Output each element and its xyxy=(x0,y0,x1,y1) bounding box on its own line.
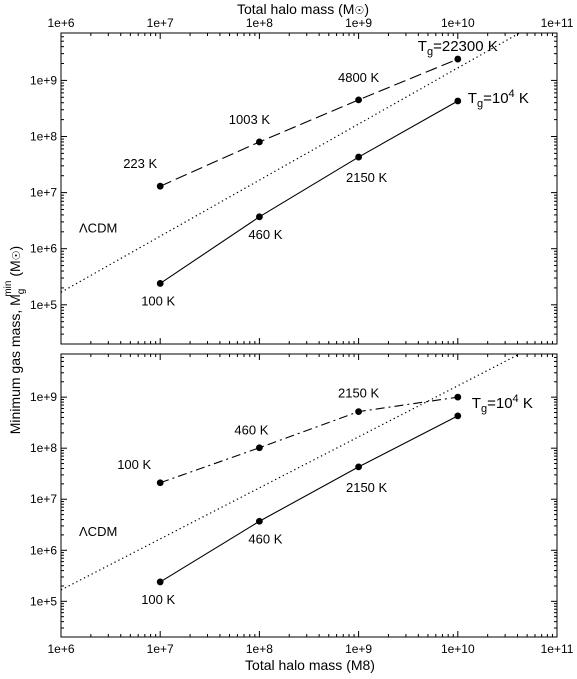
y-tick-label: 1e+5 xyxy=(30,298,57,312)
data-point xyxy=(156,182,164,190)
top-panel: 1e+6 1e+7 1e+8 1e+9 1e+10 1e+11 1e+5 1e+6 1e+7 1e… xyxy=(30,16,574,345)
x-tick-label: 1e+11 xyxy=(541,642,574,656)
data-point xyxy=(256,517,263,525)
temperature-label: 460 K xyxy=(234,423,268,438)
y-axis-title: Minimum gas mass, Mgmin (M☉) xyxy=(3,246,27,434)
bottom-plot-frame xyxy=(60,353,558,638)
x-tick-label: 1e+10 xyxy=(441,642,475,656)
top-axis-title: Total halo mass (M☉) xyxy=(237,1,369,17)
temperature-label: 460 K xyxy=(248,531,282,546)
data-point xyxy=(156,280,164,287)
temperature-label: 1003 K xyxy=(229,112,271,127)
data-point xyxy=(256,138,263,146)
data-point xyxy=(156,479,164,487)
data-point xyxy=(355,96,362,104)
bottom-series-dotted-line xyxy=(61,354,521,591)
x-tick-label: 1e+10 xyxy=(441,16,475,30)
y-tick-label: 1e+8 xyxy=(30,441,57,455)
y-tick-label: 1e+8 xyxy=(30,130,57,144)
data-point xyxy=(156,578,164,586)
temperature-label: 2150 K xyxy=(338,386,380,401)
y-tick-label: 1e+9 xyxy=(30,73,57,87)
bottom-series-solid-line xyxy=(159,415,459,583)
bottom-panel: 1e+6 1e+7 1e+8 1e+9 1e+10 1e+11 1e+5 1e+6 1e+7 1e… xyxy=(30,353,574,656)
top-series-solid-line xyxy=(159,100,459,284)
data-point xyxy=(454,412,462,420)
x-tick-label: 1e+8 xyxy=(246,642,273,656)
data-point xyxy=(454,97,462,105)
gas-temperature-label: Tg=104 K xyxy=(472,393,533,415)
temperature-label: 460 K xyxy=(248,227,282,242)
x-tick-label: 1e+6 xyxy=(47,16,74,30)
x-tick-label: 1e+11 xyxy=(541,16,574,30)
temperature-label: 100 K xyxy=(141,293,175,308)
temperature-label: 2150 K xyxy=(346,480,388,495)
top-series-dotted-line xyxy=(61,33,521,293)
y-tick-label: 1e+6 xyxy=(30,242,57,256)
x-tick-label: 1e+7 xyxy=(147,16,174,30)
top-plot-frame xyxy=(60,32,558,345)
data-point xyxy=(355,408,362,416)
temperature-label: 2150 K xyxy=(346,170,388,185)
data-point xyxy=(256,444,263,452)
data-point xyxy=(454,55,462,63)
gas-temperature-label: Tg=104 K xyxy=(468,88,529,110)
y-tick-label: 1e+7 xyxy=(30,186,57,200)
y-tick-label: 1e+6 xyxy=(30,543,57,557)
y-tick-label: 1e+5 xyxy=(30,594,57,608)
data-point xyxy=(454,393,462,401)
top-series-dashed-line xyxy=(159,58,459,187)
y-tick-label: 1e+9 xyxy=(30,390,57,404)
x-tick-label: 1e+9 xyxy=(345,16,372,30)
data-point xyxy=(355,463,362,471)
x-tick-label: 1e+9 xyxy=(345,642,372,656)
temperature-label: 4800 K xyxy=(338,70,380,85)
x-tick-label: 1e+7 xyxy=(147,642,174,656)
data-point xyxy=(355,153,362,161)
x-tick-label: 1e+8 xyxy=(246,16,273,30)
gas-temperature-label: Tg=22300 K xyxy=(418,38,498,58)
temperature-label: 100 K xyxy=(141,592,175,607)
data-point xyxy=(256,213,263,221)
bottom-series-dashdot-line xyxy=(160,396,458,484)
temperature-label: 100 K xyxy=(117,457,151,472)
x-tick-label: 1e+6 xyxy=(47,642,74,656)
bottom-axis-title: Total halo mass (M8) xyxy=(245,657,375,673)
lcdm-label: ΛCDM xyxy=(79,220,117,235)
lcdm-label: ΛCDM xyxy=(79,524,117,539)
temperature-label: 223 K xyxy=(123,156,157,171)
y-tick-label: 1e+7 xyxy=(30,492,57,506)
